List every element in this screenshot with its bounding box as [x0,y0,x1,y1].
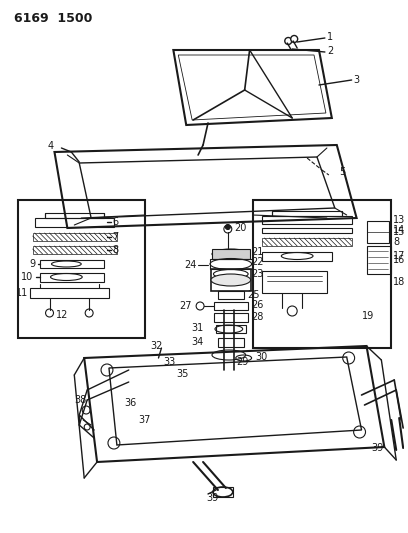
Bar [218,291,244,299]
Bar [33,246,117,254]
Text: 27: 27 [180,301,192,311]
Text: 18: 18 [393,277,406,287]
Text: 3: 3 [354,75,360,85]
Text: 17: 17 [393,251,406,261]
Bar [213,487,233,497]
Text: 16: 16 [393,255,406,265]
Bar [366,246,391,274]
Text: 5: 5 [339,167,345,177]
Text: 39: 39 [371,443,384,453]
Text: 4: 4 [48,141,54,151]
Circle shape [85,309,93,317]
Text: 2: 2 [327,46,333,56]
Text: 12: 12 [56,310,69,320]
Text: 36: 36 [124,398,136,408]
Text: 38: 38 [74,395,86,405]
Text: 28: 28 [252,312,264,322]
Bar [212,249,250,259]
Text: 11: 11 [16,288,28,298]
Text: 13: 13 [393,215,406,225]
Text: 39: 39 [206,493,218,503]
Text: 34: 34 [192,337,204,347]
Bar [273,211,342,216]
Bar [262,252,332,261]
Text: 20: 20 [234,223,246,233]
Text: 21: 21 [252,247,264,257]
Text: 9: 9 [29,259,35,269]
Text: 8: 8 [393,237,399,247]
Text: 1: 1 [327,32,333,42]
Bar [366,221,389,243]
Text: 23: 23 [252,269,264,279]
Bar [262,238,352,246]
Circle shape [225,224,230,230]
Bar [18,200,144,338]
Bar [214,302,248,310]
Text: 8: 8 [112,245,118,255]
Text: 29: 29 [236,357,248,367]
Text: 37: 37 [139,415,151,425]
Text: 15: 15 [393,227,406,237]
Bar [262,216,352,224]
Bar [30,288,109,298]
Bar [33,233,117,241]
Bar [35,218,114,227]
Text: 19: 19 [361,311,374,321]
Bar [262,228,352,233]
Text: 10: 10 [22,272,34,282]
Text: 33: 33 [164,357,176,367]
Text: 14: 14 [393,225,406,235]
Bar [214,313,248,322]
Circle shape [224,225,232,233]
Text: 30: 30 [255,352,268,362]
Ellipse shape [211,274,251,286]
Text: 26: 26 [252,300,264,310]
Bar [44,213,104,218]
Text: 32: 32 [151,341,163,351]
Bar [211,269,251,291]
Bar [40,273,104,282]
Circle shape [285,37,292,44]
Text: 7: 7 [112,232,118,242]
Text: 22: 22 [252,257,264,267]
Bar [40,260,104,268]
Text: 31: 31 [192,323,204,333]
Text: 35: 35 [176,369,188,379]
Bar [218,338,244,347]
Text: 25: 25 [248,290,260,300]
Text: 24: 24 [184,260,196,270]
Circle shape [291,36,298,43]
Bar [216,325,246,333]
Text: 6: 6 [112,217,118,227]
Bar [253,200,391,348]
Bar [210,259,252,269]
Text: 6169  1500: 6169 1500 [14,12,92,25]
Bar [262,271,327,293]
Circle shape [46,309,53,317]
